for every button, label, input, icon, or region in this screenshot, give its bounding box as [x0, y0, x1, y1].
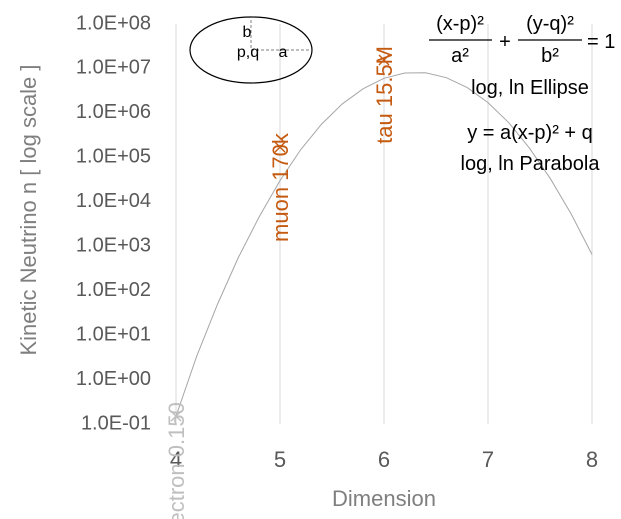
y-tick-label: 1.0E+01: [76, 323, 151, 345]
x-tick-label: 4: [170, 447, 182, 472]
x-tick-label: 7: [482, 447, 494, 472]
ellipse-caption: log, ln Ellipse: [471, 77, 589, 99]
electron-marker-stroke-b: [170, 410, 182, 422]
muon-marker-stroke-b: [274, 141, 286, 153]
y-tick-label: 1.0E-01: [81, 412, 151, 434]
y-tick-label: 1.0E+03: [76, 235, 151, 257]
electron-point: electron 0.150: [164, 402, 189, 519]
ellipse-eq-numerator-2: (y-q)²: [526, 13, 574, 35]
parabola-equation: y = a(x-p)² + q: [467, 122, 593, 144]
y-axis-ticks: 1.0E+08 1.0E+07 1.0E+06 1.0E+05 1.0E+04 1.0E+…: [76, 12, 151, 434]
ellipse-eq-plus: +: [499, 31, 511, 53]
y-tick-label: 1.0E+00: [76, 368, 151, 390]
ellipse-inset: b p,q a: [189, 16, 313, 84]
tau-point: tau 15.5M: [372, 46, 397, 144]
parabola-curve: [175, 72, 593, 417]
tau-label: tau 15.5M: [372, 46, 397, 144]
y-tick-label: 1.0E+06: [76, 101, 151, 123]
x-axis-title: Dimension: [332, 486, 436, 511]
ellipse-eq-rhs: = 1: [587, 31, 615, 53]
gridlines: [175, 24, 593, 424]
electron-label: electron 0.150: [164, 402, 189, 519]
y-tick-label: 1.0E+08: [76, 12, 151, 34]
ellipse-eq-denominator-2: b²: [541, 45, 559, 67]
x-tick-label: 6: [378, 447, 390, 472]
inset-label-pq: p,q: [237, 44, 259, 61]
muon-point: muon 170k: [268, 132, 293, 242]
inset-label-a: a: [279, 44, 288, 61]
data-points: electron 0.150 muon 170k tau 15.5M: [164, 46, 397, 519]
tau-marker-stroke-b: [378, 54, 390, 66]
inset-ellipse: [189, 16, 313, 84]
x-axis-ticks: 4 5 6 7 8: [170, 447, 598, 472]
y-tick-label: 1.0E+02: [76, 279, 151, 301]
muon-label: muon 170k: [268, 132, 293, 242]
y-tick-label: 1.0E+07: [76, 57, 151, 79]
parabola-caption: log, ln Parabola: [461, 153, 601, 175]
y-tick-label: 1.0E+05: [76, 146, 151, 168]
ellipse-eq-denominator-1: a²: [451, 45, 469, 67]
x-tick-label: 8: [586, 447, 598, 472]
ellipse-eq-numerator-1: (x-p)²: [436, 13, 484, 35]
y-tick-label: 1.0E+04: [76, 190, 151, 212]
ellipse-equation: (x-p)² a² + (y-q)² b² = 1: [429, 13, 615, 67]
x-tick-label: 5: [274, 447, 286, 472]
y-axis-title: Kinetic Neutrino n [ log scale ]: [16, 64, 41, 355]
inset-label-b: b: [243, 24, 252, 41]
